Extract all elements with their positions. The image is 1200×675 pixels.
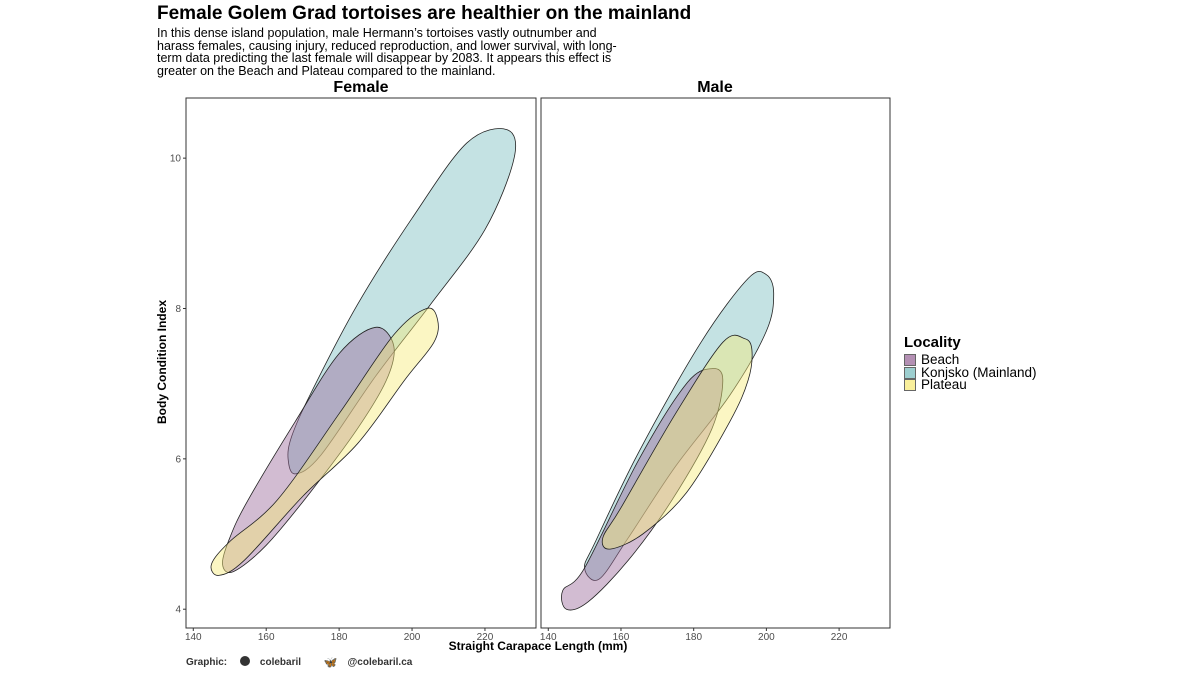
y-tick-label-4: 4 <box>175 605 181 616</box>
x-axis-male: 140 160 180 200 220 <box>540 628 848 643</box>
github-icon <box>239 656 250 666</box>
ellipse-female-beach <box>222 326 395 573</box>
y-axis-label: Body Condition Index <box>155 300 169 424</box>
butterfly-icon: 🦋 <box>323 657 338 669</box>
caption-label: Graphic: <box>186 657 228 668</box>
x-tick-label-200: 200 <box>404 632 421 643</box>
x-tick-label-180: 180 <box>685 632 702 643</box>
legend-item-plateau: Plateau <box>904 377 1037 392</box>
x-tick-label-200: 200 <box>758 632 775 643</box>
github-credit: colebaril <box>239 656 311 668</box>
legend-item-konjsko: Konjsko (Mainland) <box>904 364 1037 380</box>
y-axis: 4 6 8 10 <box>170 154 186 616</box>
ellipse-male-plateau <box>601 334 753 550</box>
x-tick-label-160: 160 <box>258 632 275 643</box>
legend: Locality Beach Konjsko (Mainland) Platea… <box>904 334 1037 392</box>
y-tick-label-6: 6 <box>175 454 181 465</box>
facet-label-male: Male <box>697 79 733 96</box>
x-tick-label-140: 140 <box>185 632 202 643</box>
legend-key-konjsko <box>904 366 916 379</box>
facet-panel-female <box>185 97 537 629</box>
legend-label-konjsko: Konjsko (Mainland) <box>921 364 1037 380</box>
panel-frame-female <box>185 97 537 629</box>
facet-label-female: Female <box>333 79 388 96</box>
x-tick-label-220: 220 <box>477 632 494 643</box>
x-tick-label-180: 180 <box>331 632 348 643</box>
x-tick-label-140: 140 <box>540 632 557 643</box>
ellipse-female-plateau <box>210 307 439 576</box>
legend-title: Locality <box>904 334 961 351</box>
chart-title: Female Golem Grad tortoises are healthie… <box>157 3 692 24</box>
bluesky-credit: 🦋 @colebaril.ca <box>323 657 422 669</box>
x-tick-label-220: 220 <box>831 632 848 643</box>
legend-key-beach <box>904 354 916 367</box>
ellipse-male-beach <box>561 368 724 611</box>
x-axis-female: 140 160 180 200 220 <box>185 628 494 643</box>
x-axis-label: Straight Carapace Length (mm) <box>449 639 628 653</box>
caption: Graphic: colebaril 🦋 @colebaril.ca <box>186 656 432 669</box>
legend-label-beach: Beach <box>921 352 960 367</box>
bluesky-handle: @colebaril.ca <box>347 657 413 668</box>
github-handle: colebaril <box>259 657 302 668</box>
ellipse-female-konjsko <box>287 128 517 475</box>
y-tick-label-8: 8 <box>175 304 181 315</box>
chart-subtitle: In this dense island population, male He… <box>157 26 617 78</box>
ellipse-male-konjsko <box>584 270 775 581</box>
x-tick-label-160: 160 <box>613 632 630 643</box>
legend-item-beach: Beach <box>904 352 1037 367</box>
legend-label-plateau: Plateau <box>921 377 967 392</box>
facet-panel-male <box>540 97 891 629</box>
y-tick-label-10: 10 <box>170 154 182 165</box>
legend-key-plateau <box>904 379 916 392</box>
